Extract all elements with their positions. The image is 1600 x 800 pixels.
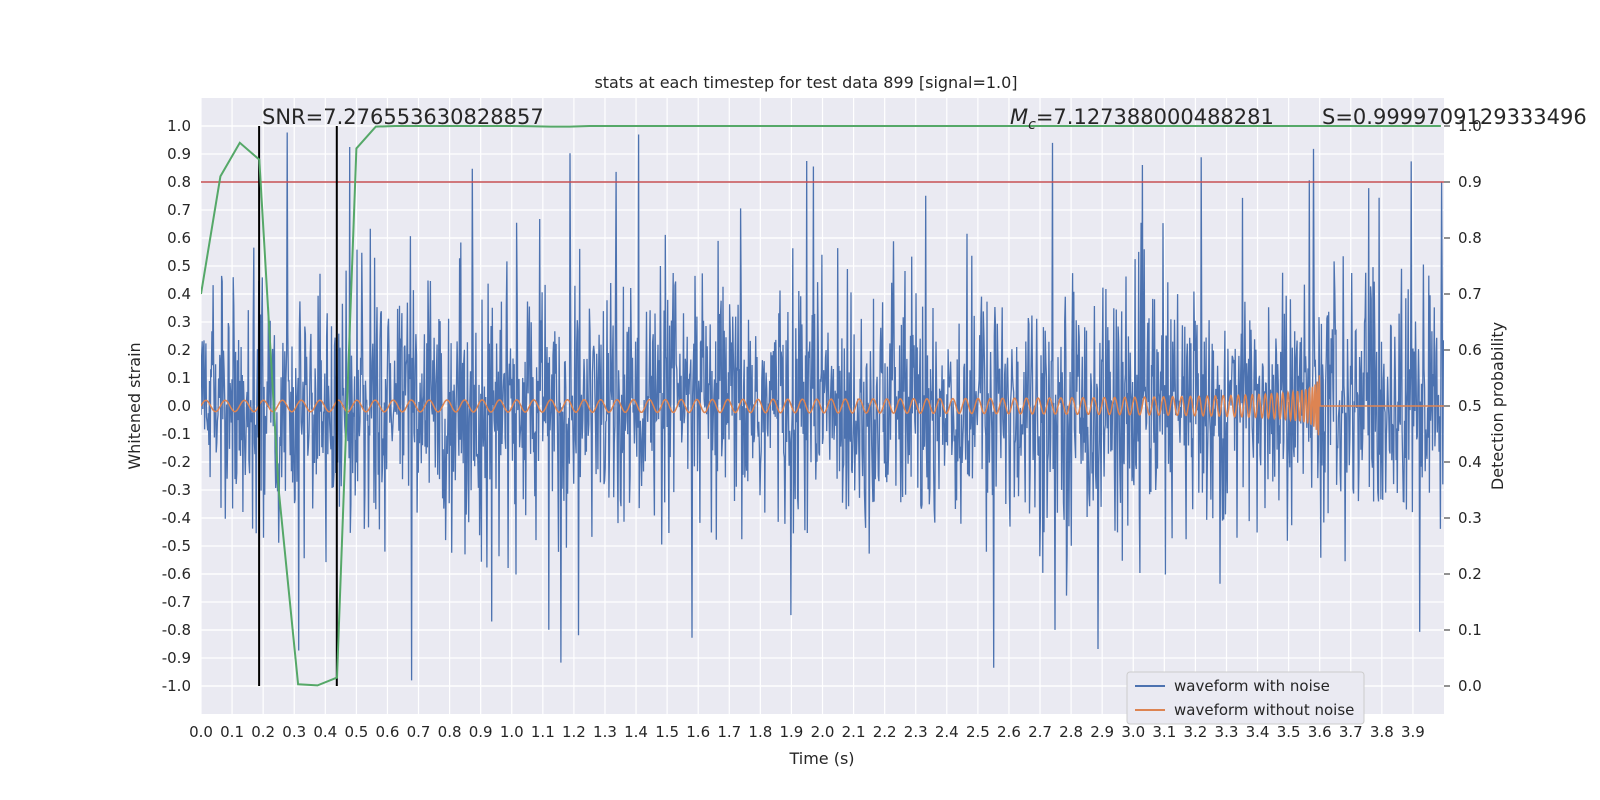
y2-tick-label: 0.9 bbox=[1458, 173, 1482, 191]
y-tick-label: 0.8 bbox=[167, 173, 191, 191]
y2-tick-label: 0.7 bbox=[1458, 285, 1482, 303]
y-tick-label: -1.0 bbox=[162, 677, 191, 695]
x-tick-label: 3.0 bbox=[1121, 723, 1145, 741]
x-tick-label: 0.8 bbox=[438, 723, 462, 741]
x-tick-label: 3.3 bbox=[1215, 723, 1239, 741]
y2-tick-label: 0.4 bbox=[1458, 453, 1482, 471]
y2-tick-label: 0.5 bbox=[1458, 397, 1482, 415]
x-tick-label: 1.3 bbox=[593, 723, 617, 741]
x-tick-label: 3.1 bbox=[1152, 723, 1176, 741]
x-tick-label: 3.4 bbox=[1246, 723, 1270, 741]
x-tick-label: 1.9 bbox=[779, 723, 803, 741]
x-tick-label: 2.9 bbox=[1090, 723, 1114, 741]
legend: waveform with noise waveform without noi… bbox=[1126, 671, 1365, 725]
x-tick-label: 0.0 bbox=[189, 723, 213, 741]
x-tick-label: 0.4 bbox=[313, 723, 337, 741]
y-tick-label: 0.7 bbox=[167, 201, 191, 219]
x-tick-label: 1.7 bbox=[717, 723, 741, 741]
x-tick-label: 1.4 bbox=[624, 723, 648, 741]
x-tick-label: 1.5 bbox=[655, 723, 679, 741]
y-axis-label: Whitened strain bbox=[125, 342, 144, 469]
y2-tick-label: 0.3 bbox=[1458, 509, 1482, 527]
x-tick-label: 2.0 bbox=[811, 723, 835, 741]
x-tick-label: 0.6 bbox=[376, 723, 400, 741]
y-tick-label: -0.1 bbox=[162, 425, 191, 443]
y-tick-label: -0.7 bbox=[162, 593, 191, 611]
x-tick-label: 2.3 bbox=[904, 723, 928, 741]
x-tick-label: 3.2 bbox=[1183, 723, 1207, 741]
snr-annotation: SNR=7.276553630828857 bbox=[262, 105, 544, 129]
y-tick-label: -0.2 bbox=[162, 453, 191, 471]
y2-tick-label: 0.1 bbox=[1458, 621, 1482, 639]
x-tick-label: 0.1 bbox=[220, 723, 244, 741]
series-line-waveform-without-noise bbox=[201, 375, 1444, 436]
legend-label-waveform-with-noise: waveform with noise bbox=[1174, 677, 1330, 695]
x-tick-label: 0.5 bbox=[344, 723, 368, 741]
x-tick-label: 0.7 bbox=[407, 723, 431, 741]
mc-symbol: M bbox=[1010, 105, 1028, 129]
y-tick-label: 0.0 bbox=[167, 397, 191, 415]
y2-tick-label: 0.0 bbox=[1458, 677, 1482, 695]
x-tick-label: 2.2 bbox=[873, 723, 897, 741]
y-tick-label: 0.2 bbox=[167, 341, 191, 359]
x-tick-label: 2.7 bbox=[1028, 723, 1052, 741]
y-tick-label: 0.6 bbox=[167, 229, 191, 247]
vertical-markers bbox=[258, 126, 338, 686]
x-tick-label: 0.9 bbox=[469, 723, 493, 741]
mc-subscript: c bbox=[1028, 117, 1036, 133]
chart-title: stats at each timestep for test data 899… bbox=[594, 73, 1017, 92]
y-tick-label: -0.6 bbox=[162, 565, 191, 583]
y-tick-label: -0.4 bbox=[162, 509, 191, 527]
s-annotation: S=0.9999709129333496 bbox=[1322, 105, 1587, 129]
y2-axis-ticks: 1.0 0.9 0.8 0.7 0.6 0.5 0.4 0.3 0.2 0.1 0.0 bbox=[1444, 117, 1482, 695]
y-tick-label: -0.3 bbox=[162, 481, 191, 499]
x-tick-label: 3.7 bbox=[1339, 723, 1363, 741]
legend-label-waveform-without-noise: waveform without noise bbox=[1174, 701, 1354, 719]
x-tick-label: 1.2 bbox=[562, 723, 586, 741]
x-axis-ticks: 0.0 0.1 0.2 0.3 0.4 0.5 0.6 0.7 0.8 0.9 1.0 1.1 1.2 1… bbox=[189, 723, 1425, 741]
x-tick-label: 1.0 bbox=[500, 723, 524, 741]
y-tick-label: 0.4 bbox=[167, 285, 191, 303]
x-tick-label: 0.2 bbox=[251, 723, 275, 741]
x-tick-label: 2.8 bbox=[1059, 723, 1083, 741]
y-axis-ticks: 1.0 0.9 0.8 0.7 0.6 0.5 0.4 0.3 0.2 0.1 0.0 -0.1 -0.… bbox=[162, 117, 191, 695]
x-tick-label: 3.5 bbox=[1277, 723, 1301, 741]
y2-tick-label: 0.8 bbox=[1458, 229, 1482, 247]
y-tick-label: -0.8 bbox=[162, 621, 191, 639]
x-tick-label: 3.6 bbox=[1308, 723, 1332, 741]
x-tick-label: 2.6 bbox=[997, 723, 1021, 741]
y-tick-label: 0.5 bbox=[167, 257, 191, 275]
series-line-detection-probability bbox=[201, 125, 1441, 687]
y-tick-label: 0.9 bbox=[167, 145, 191, 163]
mc-annotation: Mc=7.127388000488281 bbox=[1010, 105, 1274, 133]
x-tick-label: 2.5 bbox=[966, 723, 990, 741]
x-tick-label: 1.6 bbox=[686, 723, 710, 741]
x-tick-label: 1.1 bbox=[531, 723, 555, 741]
y-tick-label: -0.9 bbox=[162, 649, 191, 667]
mc-value: =7.127388000488281 bbox=[1036, 105, 1274, 129]
x-tick-label: 3.9 bbox=[1401, 723, 1425, 741]
y-tick-label: 1.0 bbox=[167, 117, 191, 135]
x-tick-label: 2.4 bbox=[935, 723, 959, 741]
y2-tick-label: 0.2 bbox=[1458, 565, 1482, 583]
plot-content bbox=[201, 125, 1444, 687]
x-axis-label: Time (s) bbox=[788, 749, 854, 768]
x-tick-label: 2.1 bbox=[842, 723, 866, 741]
y2-axis-label: Detection probability bbox=[1488, 322, 1507, 490]
x-tick-label: 3.8 bbox=[1370, 723, 1394, 741]
legend-box bbox=[1126, 671, 1365, 725]
x-tick-label: 1.8 bbox=[748, 723, 772, 741]
series-line-waveform-with-noise bbox=[201, 132, 1444, 681]
y-tick-label: 0.3 bbox=[167, 313, 191, 331]
x-tick-label: 0.3 bbox=[282, 723, 306, 741]
y2-tick-label: 1.0 bbox=[1458, 117, 1482, 135]
y-tick-label: 0.1 bbox=[167, 369, 191, 387]
y-tick-label: -0.5 bbox=[162, 537, 191, 555]
y2-tick-label: 0.6 bbox=[1458, 341, 1482, 359]
